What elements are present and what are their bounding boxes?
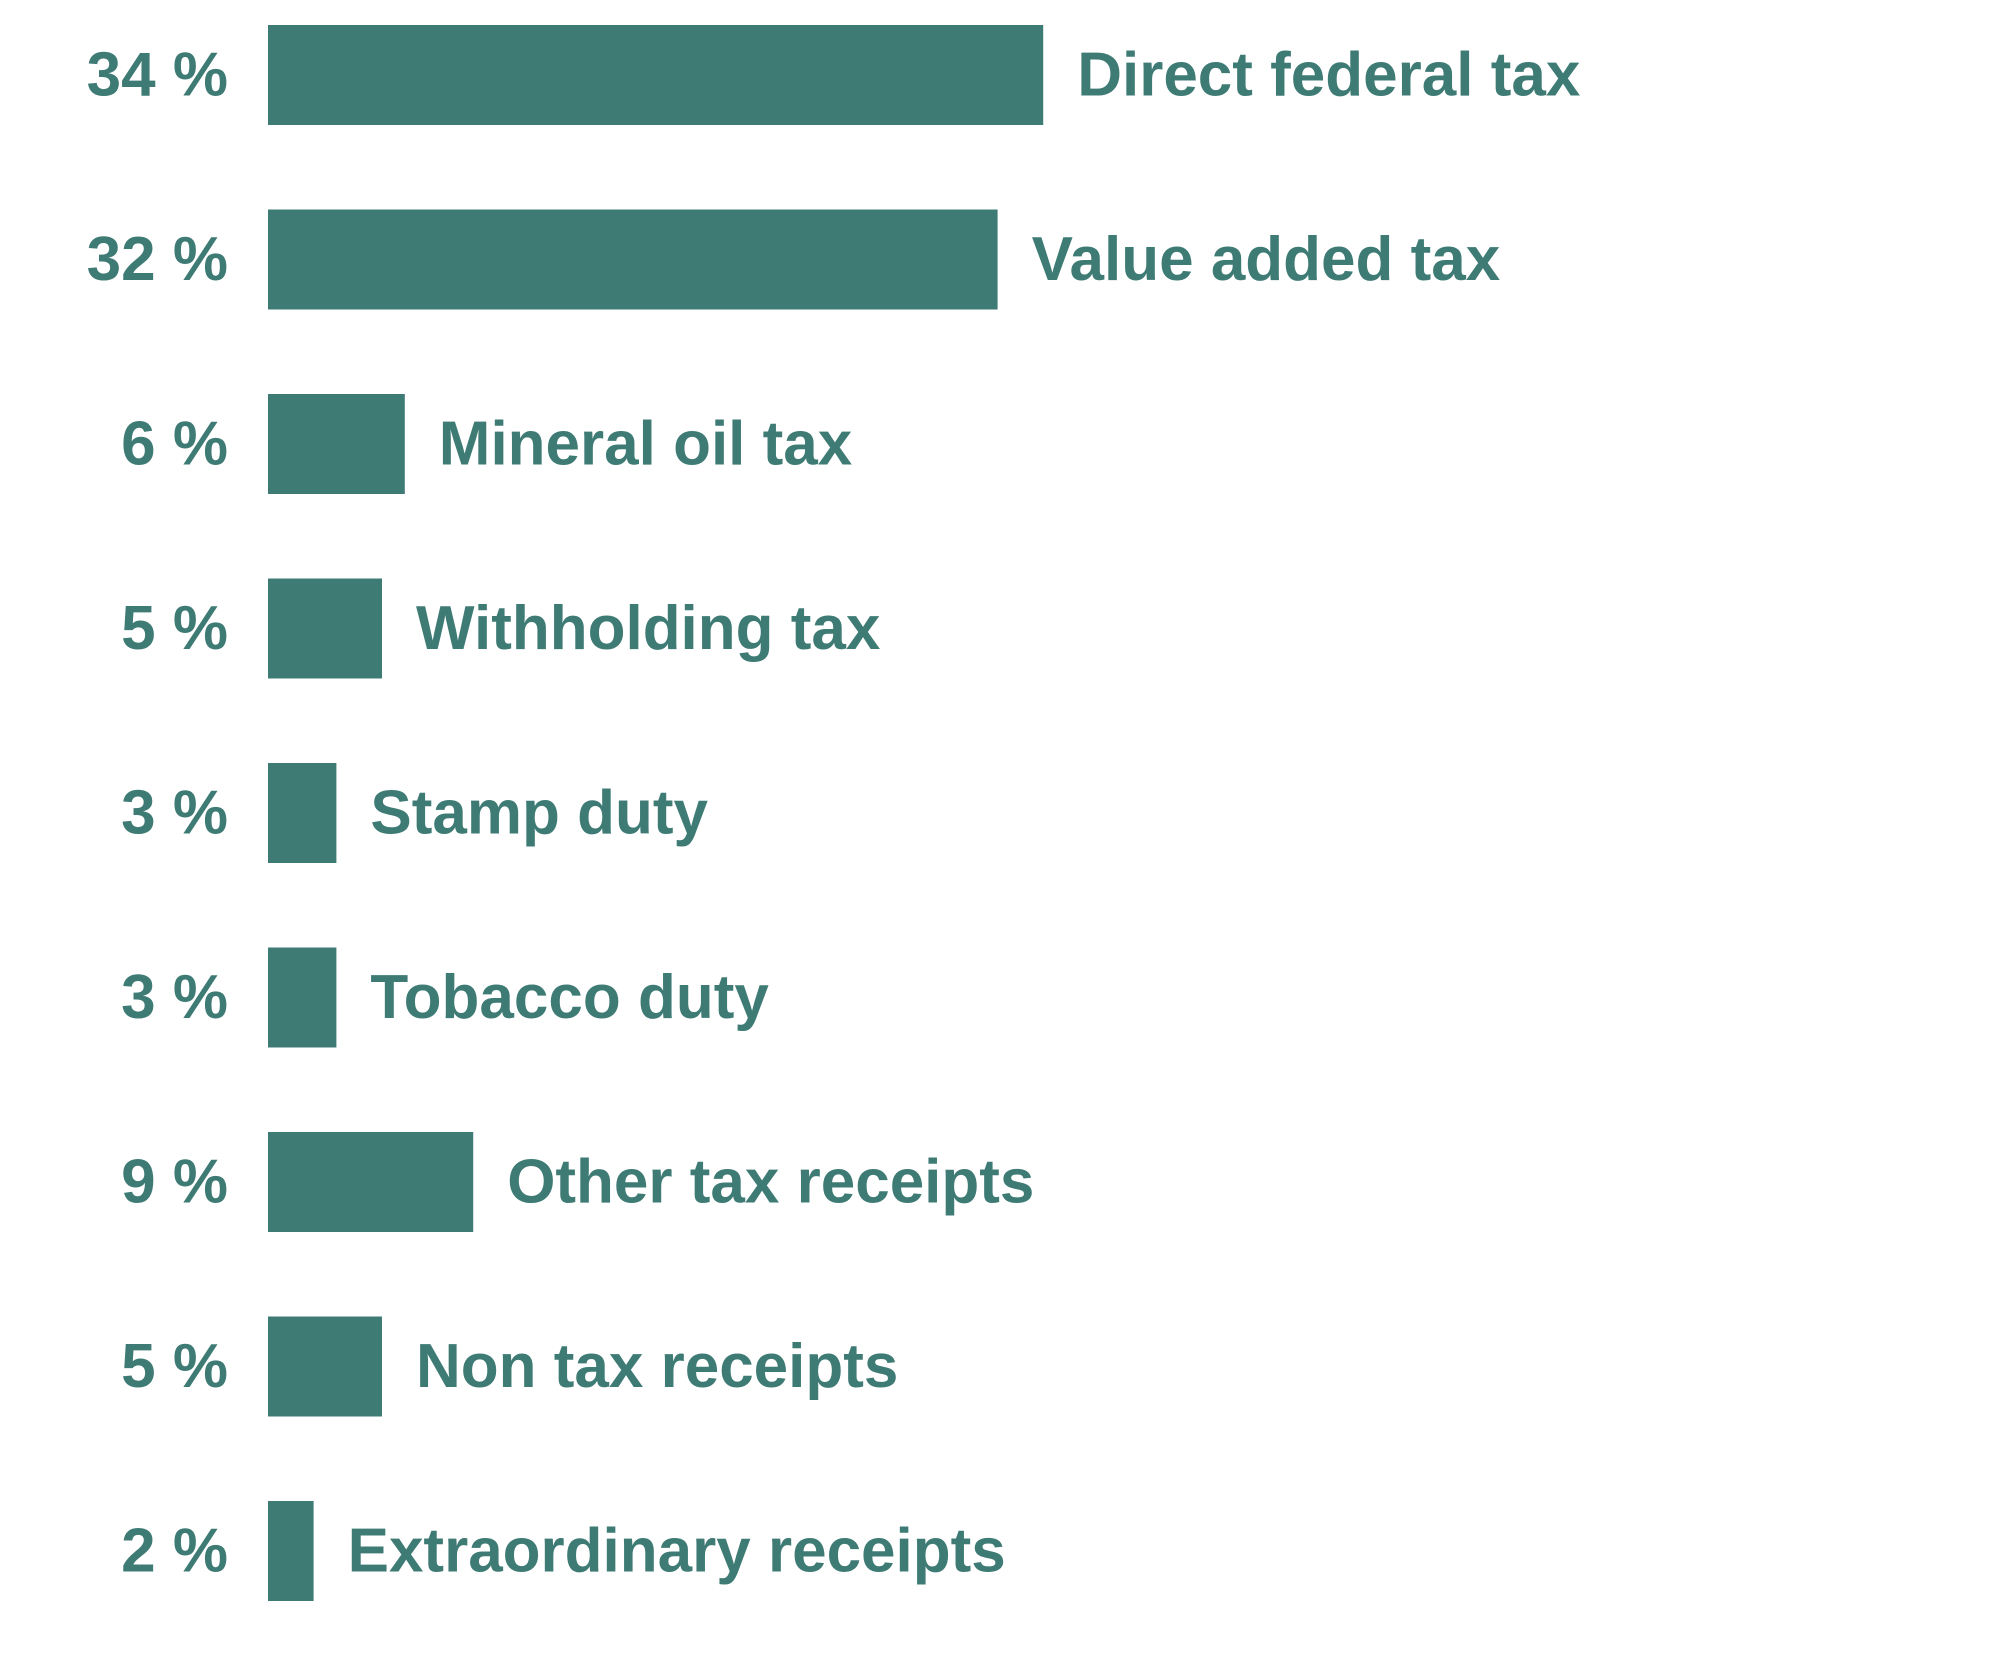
bar-2 (268, 394, 405, 494)
bar-6 (268, 1132, 474, 1232)
value-label-7: 5 % (121, 1332, 228, 1401)
bar-1 (268, 209, 998, 310)
category-label-6: Other tax receipts (507, 1148, 1034, 1217)
value-label-6: 9 % (121, 1148, 228, 1217)
value-label-0: 34 % (87, 41, 228, 110)
value-label-8: 2 % (121, 1517, 228, 1586)
category-label-7: Non tax receipts (416, 1332, 898, 1401)
bar-7 (268, 1316, 382, 1417)
bar-8 (268, 1501, 314, 1601)
category-label-2: Mineral oil tax (439, 410, 853, 479)
value-label-2: 6 % (121, 410, 228, 479)
category-labels-layer: Direct federal tax Value added tax Mineral… (348, 41, 1581, 1586)
category-label-0: Direct federal tax (1077, 41, 1581, 110)
bar-3 (268, 578, 382, 679)
value-label-5: 3 % (121, 963, 228, 1032)
category-label-8: Extraordinary receipts (348, 1517, 1006, 1586)
value-label-3: 5 % (121, 594, 228, 663)
category-label-4: Stamp duty (370, 779, 708, 848)
category-label-5: Tobacco duty (370, 963, 769, 1032)
value-labels-layer: 34 % 32 % 6 % 5 % 3 % 3 % 9 % 5 % 2 % (87, 41, 228, 1586)
category-label-1: Value added tax (1032, 225, 1501, 294)
category-label-3: Withholding tax (416, 594, 881, 663)
bar-0 (268, 25, 1044, 125)
bars-layer (268, 25, 1044, 1601)
value-label-1: 32 % (87, 225, 228, 294)
bar-5 (268, 947, 337, 1048)
bar-4 (268, 763, 337, 863)
value-label-4: 3 % (121, 779, 228, 848)
